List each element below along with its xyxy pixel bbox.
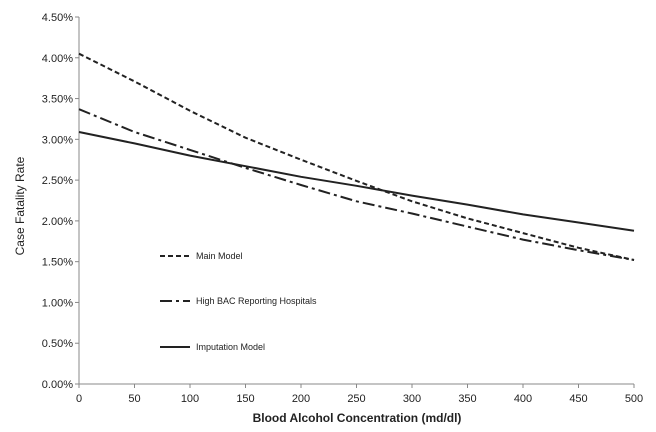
- x-tick-label: 350: [458, 393, 476, 405]
- y-tick-label: 3.00%: [42, 134, 73, 146]
- x-tick-label: 450: [569, 393, 587, 405]
- x-tick-label: 50: [128, 393, 140, 405]
- data-point: [189, 149, 191, 151]
- y-tick-label: 3.50%: [42, 94, 73, 106]
- legend: Main Model High BAC Reporting Hospitals Im…: [160, 251, 317, 352]
- data-point: [578, 247, 580, 249]
- data-point: [467, 204, 469, 206]
- data-point: [245, 165, 247, 167]
- data-point: [189, 110, 191, 112]
- data-point: [78, 131, 80, 133]
- data-point: [411, 213, 413, 215]
- data-point: [633, 259, 635, 261]
- y-tick-label: 1.00%: [42, 297, 73, 309]
- data-point: [134, 81, 136, 83]
- y-tick-label: 2.00%: [42, 216, 73, 228]
- data-point: [78, 53, 80, 55]
- data-point: [467, 226, 469, 228]
- legend-label-2: Imputation Model: [196, 342, 265, 352]
- x-tick-label: 100: [181, 393, 199, 405]
- x-tick-label: 250: [347, 393, 365, 405]
- data-point: [189, 155, 191, 157]
- data-point: [578, 222, 580, 224]
- y-tick-label: 0.00%: [42, 379, 73, 391]
- series-lines: [78, 52, 635, 261]
- x-tick-label: 200: [292, 393, 310, 405]
- data-point: [356, 180, 358, 182]
- data-point: [467, 218, 469, 220]
- x-tick-label: 0: [76, 393, 82, 405]
- x-tick-label: 300: [403, 393, 421, 405]
- series-line-0: [78, 52, 635, 261]
- data-point: [522, 239, 524, 241]
- data-point: [633, 230, 635, 232]
- legend-label-0: Main Model: [196, 251, 243, 261]
- y-tick-label: 4.00%: [42, 53, 73, 65]
- data-point: [78, 108, 80, 110]
- data-point: [134, 131, 136, 133]
- tick-labels: 0.00% 0.50% 1.00% 1.50% 2.00% 2.50% 3.00% 3.50%…: [42, 12, 643, 405]
- data-point: [522, 214, 524, 216]
- data-point: [245, 137, 247, 139]
- y-axis-title: Case Fatality Rate: [13, 156, 27, 255]
- y-tick-label: 1.50%: [42, 257, 73, 269]
- data-point: [411, 201, 413, 203]
- x-axis-title: Blood Alcohol Concentration (md/dl): [253, 411, 462, 425]
- data-point: [356, 185, 358, 187]
- data-point: [578, 249, 580, 251]
- series-line-1: [78, 108, 635, 261]
- data-point: [522, 232, 524, 234]
- y-tick-label: 4.50%: [42, 12, 73, 24]
- x-tick-label: 150: [236, 393, 254, 405]
- data-point: [245, 167, 247, 169]
- x-tick-label: 400: [514, 393, 532, 405]
- legend-label-1: High BAC Reporting Hospitals: [196, 296, 317, 306]
- series-line-2: [78, 131, 635, 232]
- data-point: [300, 159, 302, 161]
- data-point: [411, 195, 413, 197]
- data-point: [300, 184, 302, 186]
- y-tick-label: 2.50%: [42, 175, 73, 187]
- data-point: [134, 143, 136, 145]
- data-point: [356, 201, 358, 203]
- y-tick-label: 0.50%: [42, 338, 73, 350]
- data-point: [300, 176, 302, 178]
- x-tick-label: 500: [625, 393, 643, 405]
